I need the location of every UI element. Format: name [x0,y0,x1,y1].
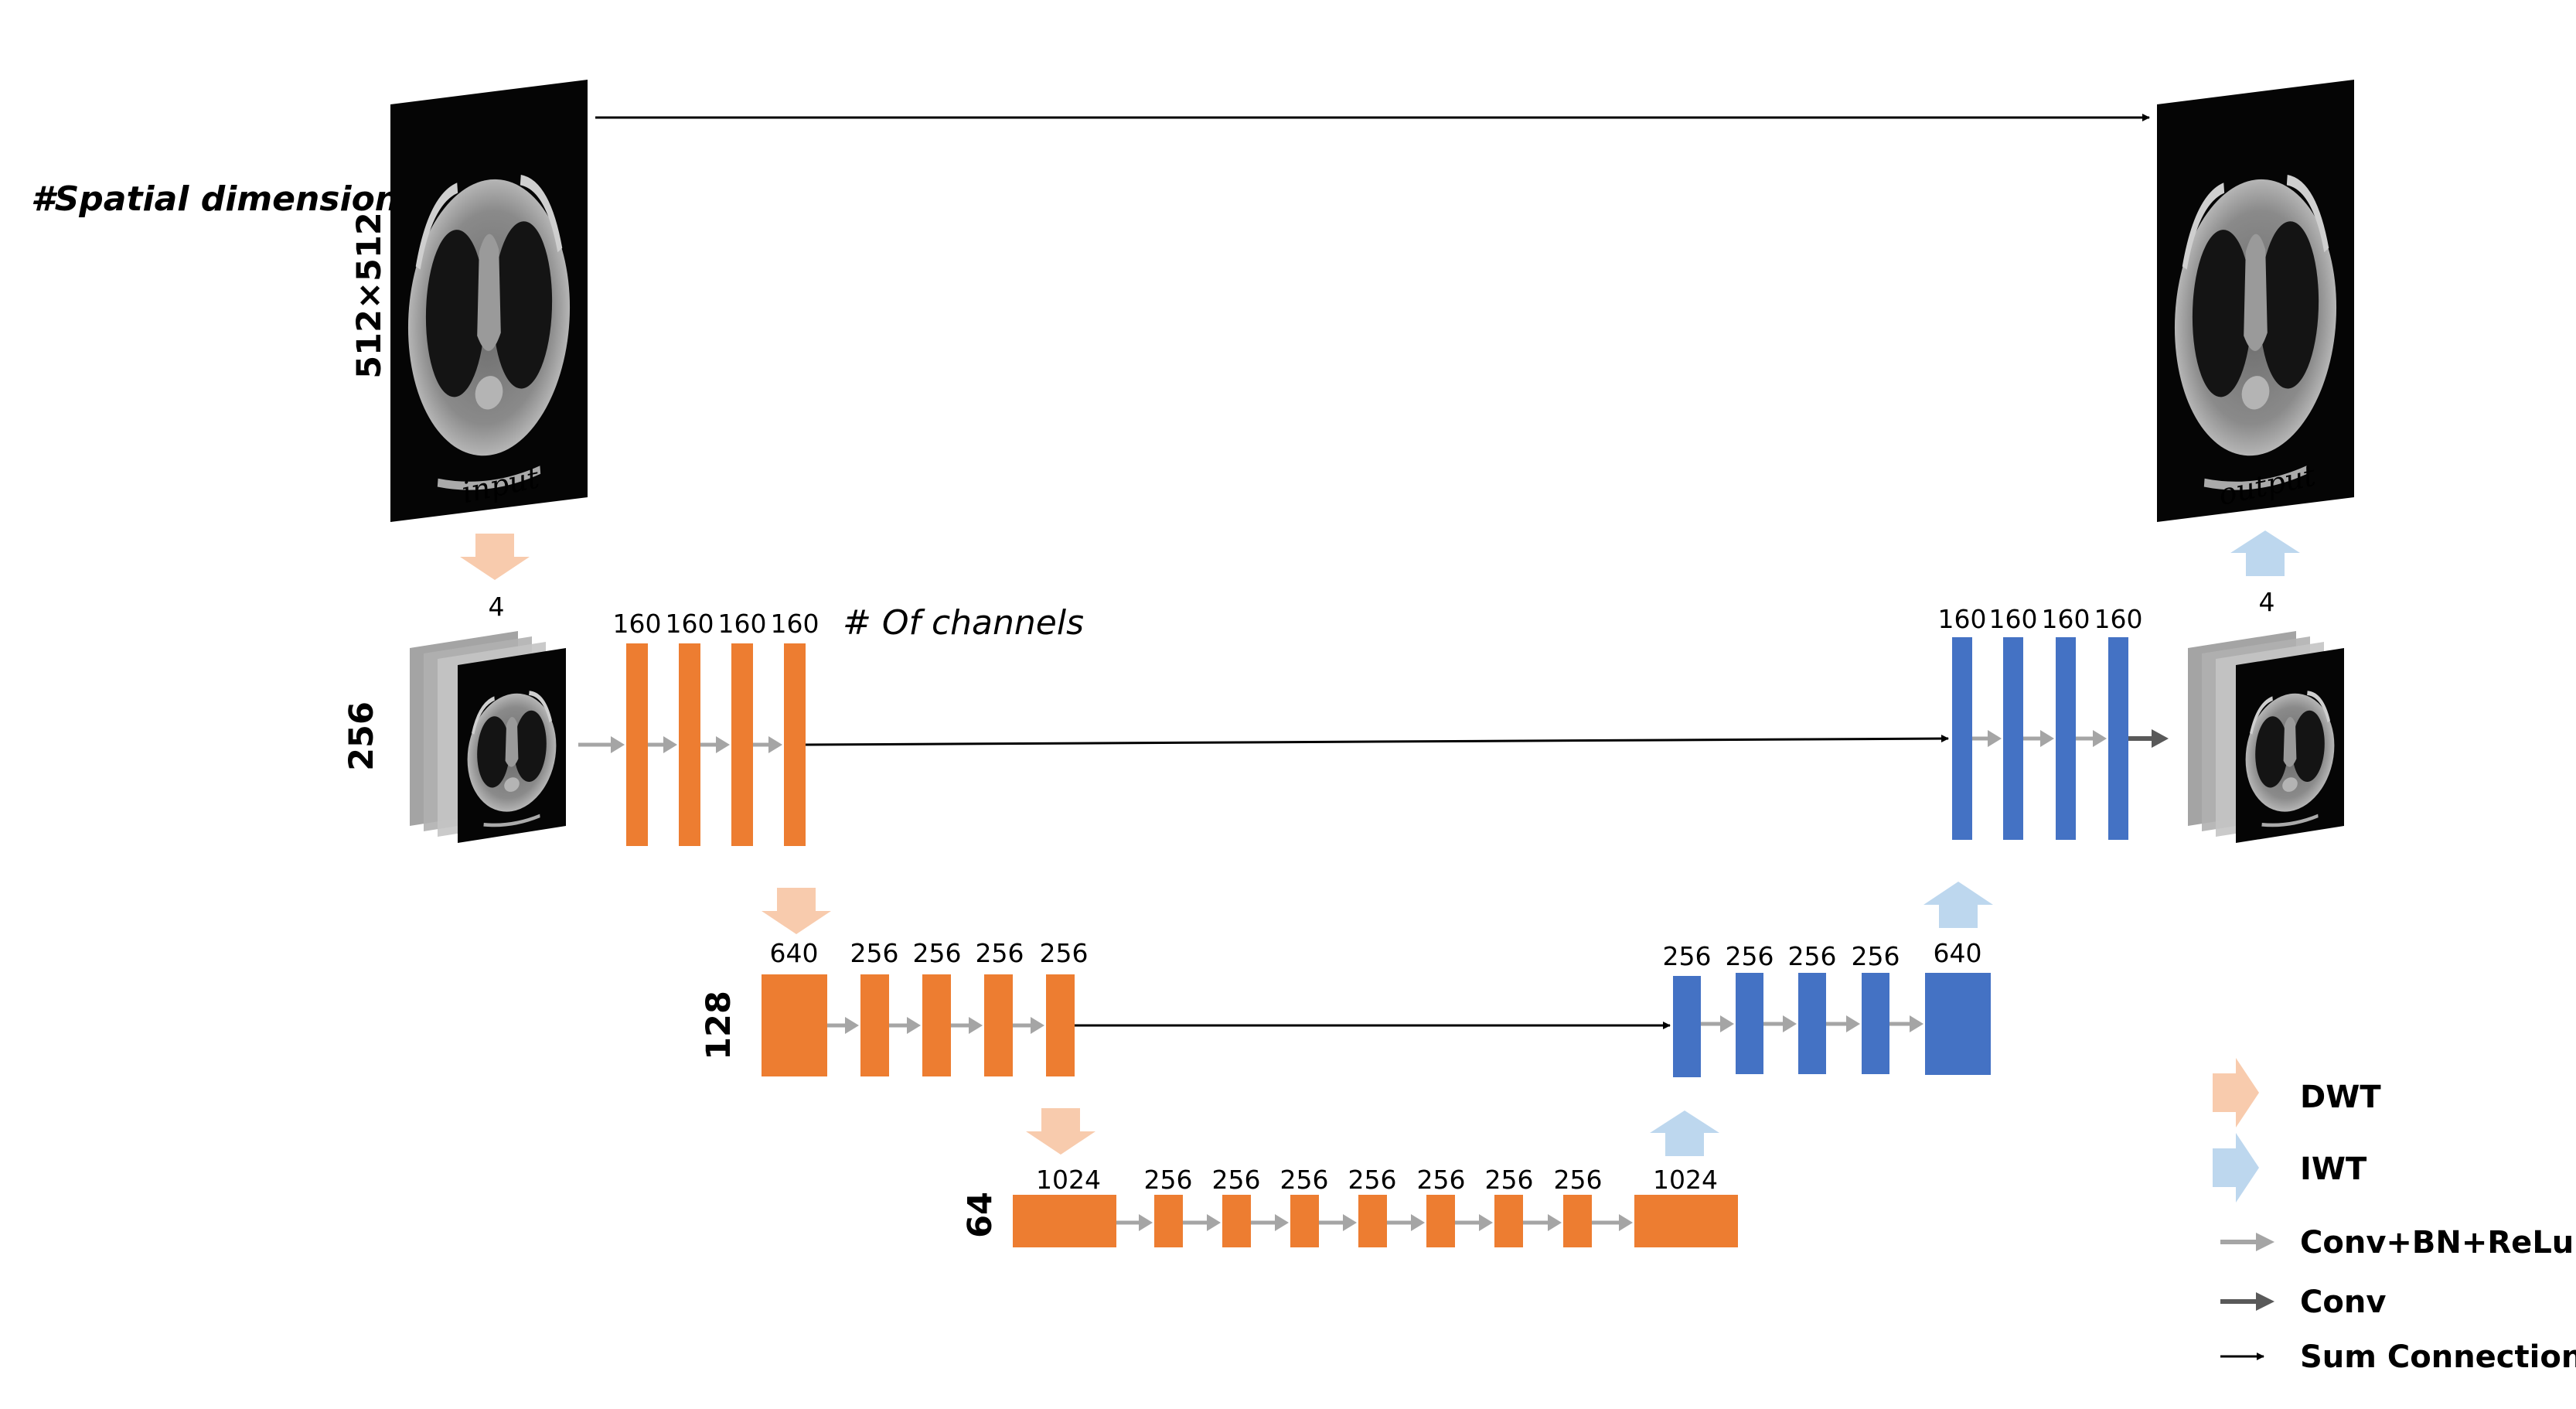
output-ct-image [2157,80,2354,522]
legend-dwt-icon [2213,1058,2259,1128]
legend-conv-icon [2220,1292,2274,1311]
encoder-block-l1-2 [679,643,700,846]
legend-dwt-label: DWT [2300,1080,2381,1115]
encoder-block-l1-1 [626,643,648,846]
conv-arrow-l1-out [2128,729,2169,748]
decoder-block-l2-3 [1798,973,1826,1074]
legend: DWT IWT Conv+BN+ReLu Conv Sum Connection [2213,1058,2576,1375]
encoder-l2-channel-1: 640 [770,938,819,968]
bottleneck-block-9 [1634,1195,1738,1247]
bottleneck-channel-1: 1024 [1036,1165,1101,1195]
input-ct-image [390,80,588,522]
bottleneck-channel-5: 256 [1348,1165,1397,1195]
decoder-l1-channel-2: 160 [1989,604,2038,634]
bottleneck-channel-4: 256 [1280,1165,1329,1195]
decoder-l1-channel-3: 160 [2042,604,2090,634]
bottleneck-block-3 [1222,1195,1251,1247]
encoder-l1-channel-3: 160 [718,609,767,639]
decoder-l2-channel-2: 256 [1726,941,1774,971]
encoder-block-l1-3 [731,643,753,846]
legend-sum-connection-label: Sum Connection [2300,1339,2576,1375]
decoder-l1-channel-4: 160 [2094,604,2143,634]
bottleneck-block-6 [1426,1195,1455,1247]
decoder-block-l1-3 [2056,637,2076,840]
input-wavelet-stack [410,631,566,843]
decoder-l2-channel-3: 256 [1788,941,1837,971]
iwt-arrow-icon [1650,1110,1719,1156]
decoder-l2-channel-1: 256 [1663,941,1712,971]
dwt-arrow-icon [762,888,831,934]
encoder-l1-channel-1: 160 [613,609,662,639]
channels-title: # Of channels [843,603,1084,643]
conv-bn-relu-arrows-l1-dec [1972,730,2107,747]
encoder-block-l2-3 [922,974,951,1076]
decoder-block-l1-4 [2108,637,2128,840]
bottleneck-block-2 [1154,1195,1183,1247]
encoder-l1-channel-4: 160 [771,609,819,639]
bottleneck-block-5 [1358,1195,1387,1247]
encoder-block-l2-4 [984,974,1013,1076]
bottleneck-block-7 [1494,1195,1523,1247]
conv-bn-relu-arrows-l3 [1116,1214,1633,1231]
decoder-block-l2-5 [1925,973,1991,1075]
bottleneck-channel-3: 256 [1212,1165,1261,1195]
decoder-l2-channel-4: 256 [1852,941,1900,971]
encoder-l2-channel-3: 256 [913,938,962,968]
input-stack-channels: 4 [489,592,505,622]
encoder-block-l2-1 [762,974,827,1076]
conv-bn-relu-arrows-l1-enc [578,736,782,753]
decoder-block-l2-1 [1673,976,1701,1077]
conv-bn-relu-arrows-l2-enc [827,1017,1044,1034]
sum-connection-256 [805,735,1949,746]
encoder-block-l2-2 [860,974,889,1076]
bottleneck-block-1 [1013,1195,1116,1247]
legend-conv-bn-relu-label: Conv+BN+ReLu [2300,1225,2574,1261]
spatial-dimension-title: #Spatial dimension: [31,179,413,219]
decoder-block-l1-2 [2003,637,2023,840]
bottleneck-block-8 [1563,1195,1592,1247]
encoder-block-l1-4 [784,643,806,846]
legend-conv-bn-relu-icon [2220,1233,2274,1251]
dwt-arrow-icon [460,534,530,580]
legend-iwt-icon [2213,1133,2259,1203]
bottleneck-channel-2: 256 [1144,1165,1193,1195]
decoder-l1-channel-1: 160 [1938,604,1987,634]
decoder-block-l2-4 [1862,973,1889,1074]
bottleneck-block-4 [1290,1195,1319,1247]
encoder-l2-channel-5: 256 [1040,938,1089,968]
decoder-block-l1-1 [1952,637,1972,840]
output-stack-channels: 4 [2259,587,2275,617]
iwt-arrow-icon [1923,882,1993,928]
level-label-512: 512×512 [350,212,389,379]
encoder-l2-channel-2: 256 [850,938,899,968]
decoder-l2-channel-5: 640 [1934,938,1982,968]
encoder-l2-channel-4: 256 [976,938,1024,968]
conv-bn-relu-arrows-l2-dec [1701,1015,1923,1032]
output-wavelet-stack [2188,631,2344,843]
decoder-block-l2-2 [1736,973,1763,1074]
level-label-64: 64 [961,1192,1000,1238]
bottleneck-channel-7: 256 [1485,1165,1534,1195]
bottleneck-channel-9: 1024 [1653,1165,1718,1195]
encoder-l1-channel-2: 160 [666,609,714,639]
bottleneck-channel-6: 256 [1417,1165,1466,1195]
legend-conv-label: Conv [2300,1284,2386,1320]
level-label-256: 256 [342,701,381,771]
dwt-arrow-icon [1026,1108,1095,1155]
level-label-128: 128 [700,991,738,1060]
legend-iwt-label: IWT [2300,1151,2367,1187]
encoder-block-l2-5 [1046,974,1075,1076]
iwt-arrow-icon [2230,531,2300,576]
bottleneck-channel-8: 256 [1554,1165,1603,1195]
